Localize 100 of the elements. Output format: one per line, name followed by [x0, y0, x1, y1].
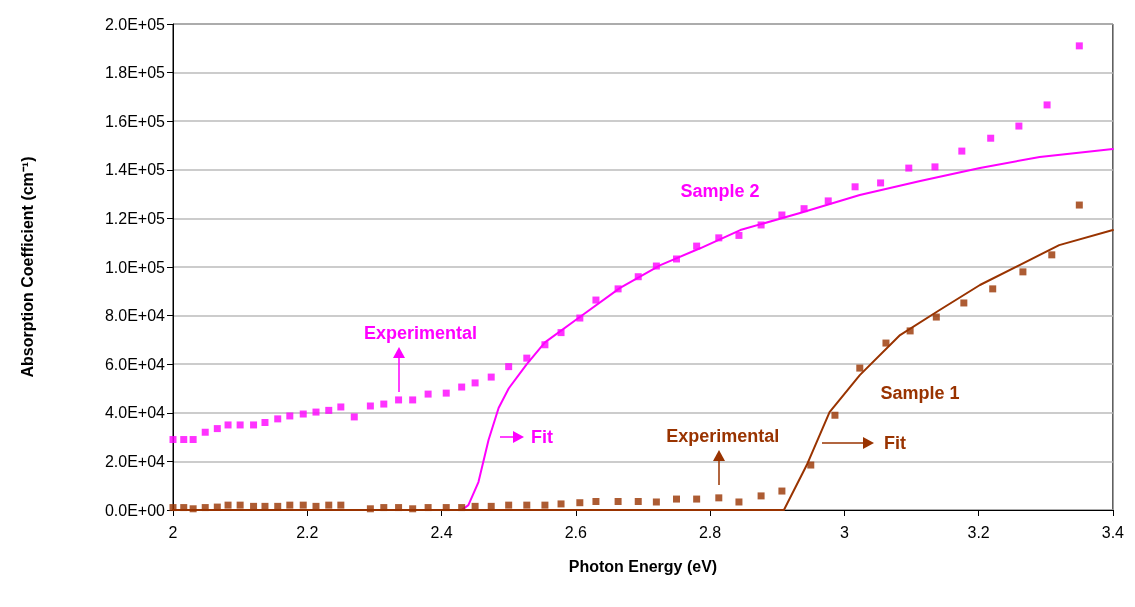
annotation: Experimental — [666, 425, 780, 446]
point — [409, 505, 417, 513]
point — [213, 425, 221, 433]
point — [877, 179, 885, 187]
point — [201, 504, 209, 512]
point — [856, 364, 864, 372]
y-tick-label: 1.6E+05 — [104, 112, 166, 130]
y-tick-label: 4.0E+04 — [104, 404, 166, 422]
point — [931, 163, 939, 171]
point — [286, 501, 294, 509]
point — [800, 205, 808, 213]
x-tick-label: 2 — [168, 523, 178, 541]
point — [824, 197, 832, 205]
point — [1075, 42, 1083, 50]
point — [458, 504, 466, 512]
x-tick-label: 3.2 — [967, 523, 990, 541]
x-tick-label: 2.4 — [430, 523, 453, 541]
point — [614, 285, 622, 293]
point — [236, 501, 244, 509]
point — [523, 354, 531, 362]
point — [274, 502, 282, 510]
point — [541, 501, 549, 509]
point — [1019, 268, 1027, 276]
point — [380, 400, 388, 408]
point — [312, 408, 320, 416]
point — [958, 147, 966, 155]
point — [652, 262, 660, 270]
point — [693, 495, 701, 503]
point — [261, 419, 269, 427]
point — [458, 383, 466, 391]
point — [366, 505, 374, 513]
point — [312, 502, 320, 510]
point — [673, 255, 681, 263]
point — [337, 403, 345, 411]
point — [395, 504, 403, 512]
point — [932, 313, 940, 321]
point — [299, 501, 307, 509]
point — [487, 502, 495, 510]
point — [614, 497, 622, 505]
point — [634, 273, 642, 281]
point — [882, 339, 890, 347]
point — [831, 411, 839, 419]
point — [778, 211, 786, 219]
point — [442, 389, 450, 397]
point — [487, 373, 495, 381]
point — [541, 341, 549, 349]
point — [592, 497, 600, 505]
point — [634, 497, 642, 505]
point — [906, 327, 914, 335]
point — [807, 461, 815, 469]
point — [778, 487, 786, 495]
point — [557, 500, 565, 508]
y-tick-label: 6.0E+04 — [104, 355, 166, 373]
point — [424, 504, 432, 512]
point — [652, 498, 660, 506]
point — [274, 415, 282, 423]
point — [424, 390, 432, 398]
point — [169, 436, 177, 444]
annotation: Sample 2 — [680, 181, 760, 201]
point — [851, 183, 859, 191]
point — [757, 492, 765, 500]
point — [1043, 101, 1051, 109]
x-tick-label: 2.2 — [296, 523, 319, 541]
x-axis-title: Photon Energy (eV) — [568, 557, 718, 575]
point — [261, 502, 269, 510]
point — [673, 495, 681, 503]
point — [576, 499, 584, 507]
point — [325, 501, 333, 509]
y-tick-label: 2.0E+05 — [104, 15, 166, 33]
y-tick-label: 2.0E+04 — [104, 452, 166, 470]
y-tick-label: 1.0E+05 — [104, 258, 166, 276]
point — [960, 299, 968, 307]
point — [299, 410, 307, 418]
point — [987, 134, 995, 142]
point — [592, 296, 600, 304]
y-tick-label: 1.4E+05 — [104, 161, 166, 179]
point — [189, 505, 197, 513]
point — [735, 498, 743, 506]
point — [337, 501, 345, 509]
point — [523, 501, 531, 509]
point — [189, 436, 197, 444]
x-tick-label: 3 — [839, 523, 849, 541]
point — [366, 402, 374, 410]
point — [286, 412, 294, 420]
point — [505, 363, 513, 371]
y-tick-label: 1.2E+05 — [104, 209, 166, 227]
x-tick-label: 2.6 — [564, 523, 588, 541]
x-tick-label: 2.8 — [698, 523, 722, 541]
point — [557, 329, 565, 337]
point — [715, 494, 723, 502]
y-tick-label: 0.0E+00 — [104, 501, 166, 519]
point — [250, 421, 258, 429]
point — [1075, 201, 1083, 209]
point — [395, 396, 403, 404]
point — [409, 396, 417, 404]
point — [693, 242, 701, 250]
point — [735, 231, 743, 239]
annotation: Sample 1 — [880, 383, 960, 403]
y-tick-label: 1.8E+05 — [104, 64, 166, 82]
y-axis-title: Absorption Coefficient (cm⁻¹) — [18, 156, 36, 378]
